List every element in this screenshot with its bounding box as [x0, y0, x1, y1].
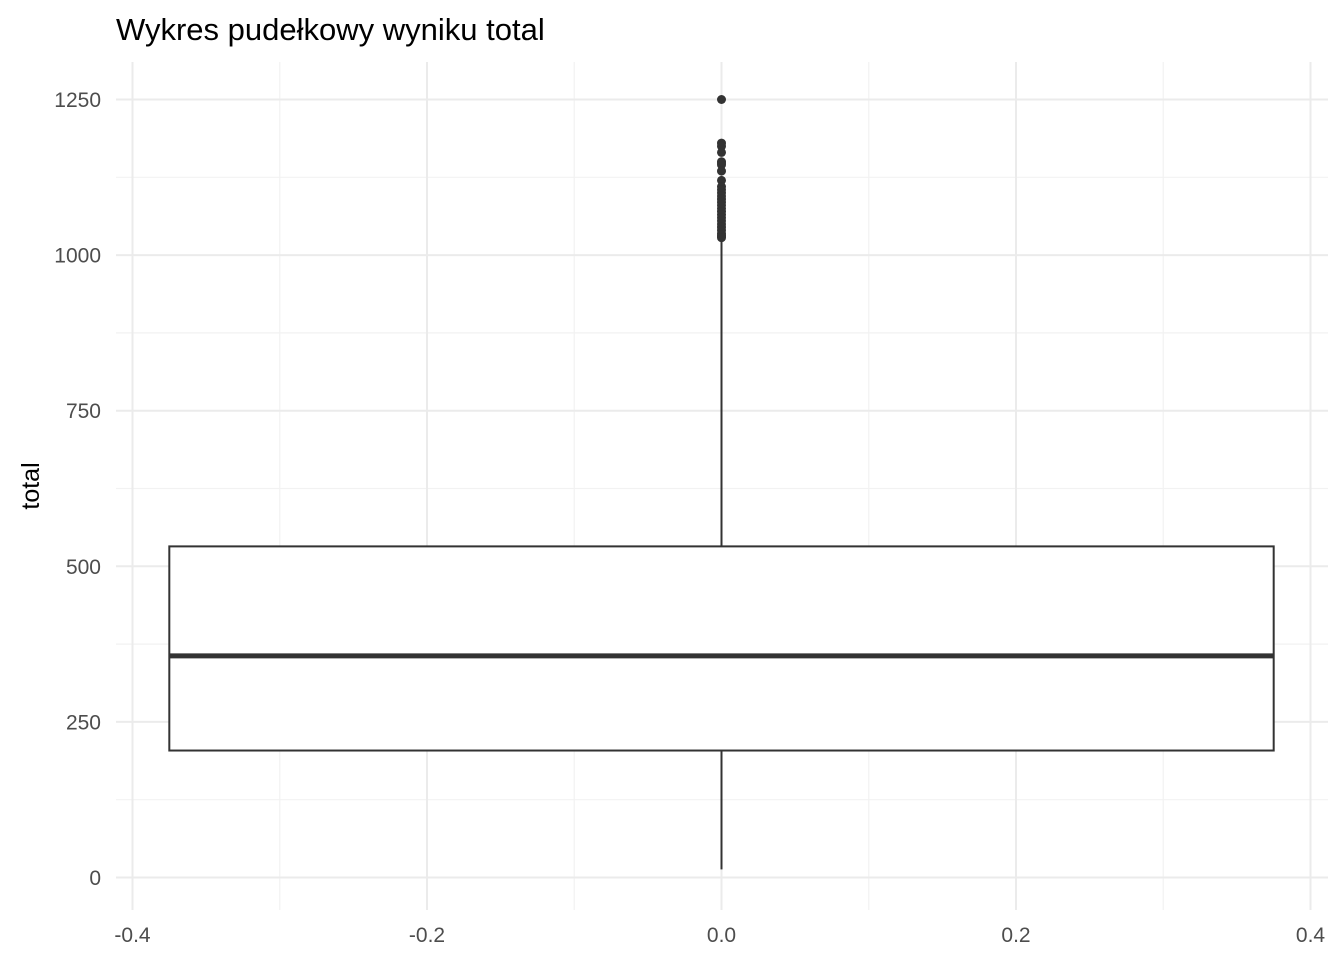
x-tick-label: -0.4 — [114, 924, 151, 947]
interquartile-box — [168, 545, 1275, 752]
x-tick-label: 0.4 — [1296, 924, 1326, 947]
x-tick-labels: -0.4 -0.2 0.0 0.2 0.4 — [114, 924, 1325, 947]
x-tick-label: 0.2 — [1001, 924, 1030, 947]
outlier-point — [717, 175, 726, 185]
y-tick-label: 1250 — [54, 89, 101, 112]
outlier-point — [717, 141, 726, 151]
y-axis-label: total — [17, 462, 45, 509]
y-tick-label: 1000 — [54, 245, 101, 268]
y-tick-label: 0 — [89, 867, 101, 890]
outlier-point — [717, 95, 726, 104]
y-tick-label: 750 — [66, 400, 101, 423]
box-element — [168, 239, 1275, 870]
y-tick-labels: 0 250 500 750 1000 1250 — [54, 89, 101, 890]
x-tick-label: -0.2 — [409, 924, 445, 947]
x-tick-label: 0.0 — [707, 924, 736, 947]
outlier-point — [717, 233, 726, 243]
outlier-point — [717, 147, 726, 157]
outlier-point — [717, 166, 726, 176]
y-tick-label: 500 — [66, 556, 101, 579]
y-tick-label: 250 — [66, 711, 101, 734]
outlier-points — [717, 95, 726, 243]
outlier-point — [717, 160, 726, 170]
chart-title: Wykres pudełkowy wyniku total — [116, 12, 545, 47]
